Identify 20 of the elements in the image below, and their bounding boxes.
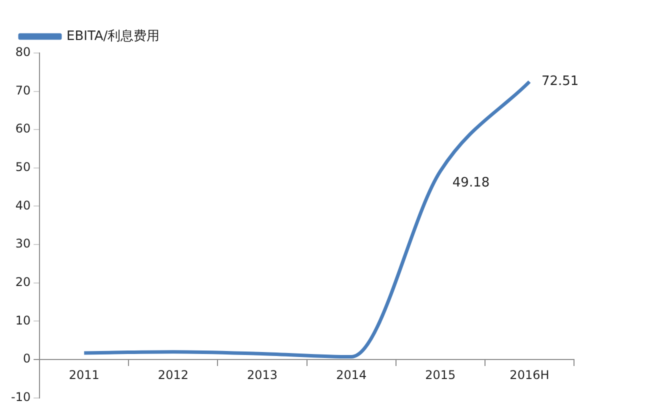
x-tick-label: 2016H: [510, 368, 550, 382]
y-tick-label: 70: [15, 83, 31, 98]
x-tick-label: 2011: [68, 368, 100, 382]
y-tick-label: 80: [15, 45, 31, 60]
x-tick-label: 2015: [425, 368, 456, 382]
y-tick-label: 40: [15, 198, 31, 212]
x-tick-label: 2012: [158, 368, 188, 382]
data-label: 72.51: [541, 74, 579, 90]
x-tick-label: 2014: [336, 368, 367, 382]
legend-label: EBITA/利息费用: [66, 28, 160, 44]
y-tick-label: 60: [15, 122, 31, 136]
y-tick-label: 10: [15, 313, 31, 328]
y-tick-label: 30: [15, 236, 31, 251]
y-tick-label: 20: [15, 274, 31, 289]
y-tick-label: -10: [10, 390, 31, 404]
data-label: 49.18: [452, 175, 490, 190]
line-series: [82, 80, 532, 359]
y-tick-label: 0: [22, 352, 31, 366]
y-tick-label: 50: [15, 160, 31, 174]
x-tick-label: 2013: [246, 368, 278, 382]
